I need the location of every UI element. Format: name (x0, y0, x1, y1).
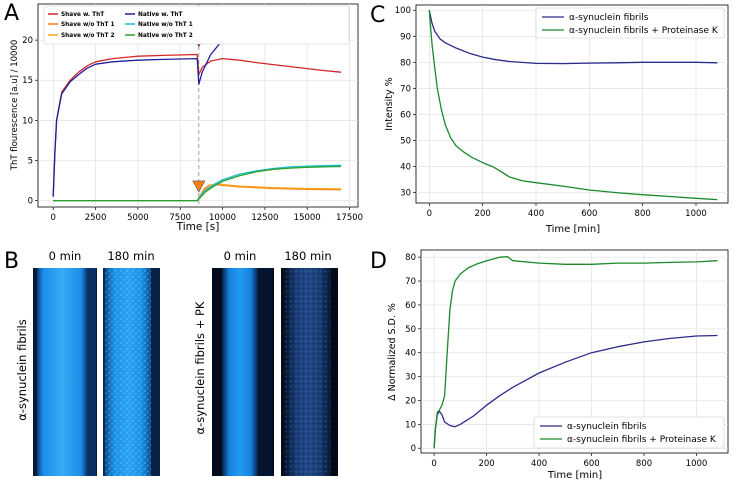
panel-d-legend-label-fibrils: α-synuclein fibrils (567, 422, 647, 432)
panel-c-ytick-label: 40 (400, 163, 411, 173)
panel-c-ytick-label: 50 (400, 136, 411, 146)
micrograph-fibrils-0min (33, 268, 97, 476)
micrograph-fibrils-180min (103, 268, 160, 476)
panel-a-legend-box (43, 5, 350, 45)
panel-d-xtick-label: 200 (478, 459, 494, 469)
panel-c-legend: α-synuclein fibrils α-synuclein fibrils … (535, 7, 725, 39)
panel-a-transfer-marker-1 (192, 180, 206, 193)
panel-b-right-side-label: α-synuclein fibrils + PK (193, 301, 207, 434)
panel-b-images: 0 min 180 min 0 min 180 min α-synuclein … (15, 249, 338, 476)
panel-c-legend-box (535, 7, 725, 39)
panel-d-ytick-label: 40 (405, 349, 416, 359)
panel-a-ytick-label: 5 (28, 156, 33, 166)
panel-b-right-title-0min: 0 min (224, 249, 257, 263)
panel-c-legend-label-fibrils: α-synuclein fibrils (569, 13, 649, 23)
panel-c-series-0 (428, 10, 718, 65)
panel-b-right-title-180min: 180 min (284, 249, 331, 263)
panel-a-xtick-label: 17500 (336, 213, 363, 223)
panel-d-ytick-label: 0 (411, 444, 416, 454)
panel-d-xtick-label: 0 (431, 459, 436, 469)
panel-d-ytick-label: 60 (405, 301, 416, 311)
panel-a-ytick-label: 0 (28, 197, 33, 207)
panel-a-ytick-label: 10 (22, 116, 33, 126)
panel-c-ytick-label: 90 (400, 32, 411, 42)
panel-d-xtick-label: 400 (531, 459, 547, 469)
panel-a-ytick-label: 15 (22, 76, 33, 86)
panel-a-xtick-label: 0 (51, 213, 56, 223)
panel-a-series-5 (53, 165, 342, 202)
legend-label-shave-no-tht-2: Shave w/o ThT 2 (61, 33, 115, 39)
panel-c-legend-label-pk: α-synuclein fibrils + Proteinase K (569, 26, 719, 36)
panel-c-chart: 0 200 400 600 800 1000 30 40 50 60 70 80 90 100 Time … (384, 4, 729, 235)
panel-c-xlabel: Time [min] (545, 224, 600, 235)
panel-d-ytick-label: 10 (405, 420, 416, 430)
panel-c-ytick-label: 100 (395, 6, 411, 16)
panel-d-legend-label-pk: α-synuclein fibrils + Proteinase K (567, 435, 717, 445)
panel-a-ytick-label: 20 (22, 36, 33, 46)
panel-d-legend: α-synuclein fibrils α-synuclein fibrils … (533, 416, 725, 449)
panel-d-xlabel: Time [min] (547, 470, 602, 481)
panel-d-ytick-label: 30 (405, 373, 416, 383)
panel-c-label: C (370, 3, 385, 28)
panel-d-legend-box (533, 416, 725, 449)
panel-a-legend: Shave w. ThT Shave w/o ThT 1 Shave w/o T… (43, 5, 350, 45)
panel-b-left-title-180min: 180 min (107, 249, 154, 263)
panel-c-series-1 (428, 10, 718, 201)
panel-a-xtick-label: 2500 (85, 213, 107, 223)
panel-d-series-1 (433, 256, 718, 449)
panel-c-xtick-label: 0 (427, 209, 432, 219)
panel-c-ytick-label: 70 (400, 84, 411, 94)
panel-c-xtick-label: 200 (475, 209, 491, 219)
panel-d-xtick-label: 1000 (686, 459, 708, 469)
panel-c-xtick-label: 400 (528, 209, 544, 219)
legend-label-native-no-tht-2: Native w/o ThT 2 (138, 33, 193, 39)
panel-a-xlabel: Time [s] (176, 221, 220, 233)
panel-a-series-0 (52, 53, 342, 197)
panel-a-xtick-label: 7500 (169, 213, 191, 223)
panel-d-ylabel: Δ Normalized S.D. % (387, 303, 398, 401)
panel-a-ylabel: ThT flourescence [a.u] / 10000 (10, 40, 20, 172)
panel-c-xtick-label: 600 (581, 209, 597, 219)
micrograph-fibrils-pk-180min (281, 268, 338, 476)
panel-d-xtick-label: 600 (583, 459, 599, 469)
panel-d-label: D (370, 249, 387, 274)
panel-d-ytick-label: 50 (405, 325, 416, 335)
panel-d-ytick-label: 80 (405, 253, 416, 263)
legend-label-shave-tht: Shave w. ThT (61, 12, 104, 18)
panel-d-chart: 0 200 400 600 800 1000 0 10 20 30 40 50 60 70 80 Time … (387, 249, 729, 481)
panel-a-xtick-label: 10000 (209, 213, 236, 223)
panel-b-left-side-label: α-synuclein fibrils (15, 319, 29, 421)
panel-d-ytick-label: 70 (405, 277, 416, 287)
panel-c-ytick-label: 30 (400, 189, 411, 199)
panel-a-chart: 0 2500 5000 7500 10000 12500 15000 17500 0 5 10 15 2… (10, 3, 363, 233)
panel-d-xtick-label: 800 (636, 459, 652, 469)
panel-a-label: A (4, 1, 19, 26)
panel-d-series-0 (433, 334, 718, 449)
panel-c-ytick-label: 60 (400, 110, 411, 120)
legend-label-shave-no-tht-1: Shave w/o ThT 1 (61, 22, 115, 28)
panel-c-ylabel: Intensity % (384, 77, 395, 130)
panel-d-ytick-label: 20 (405, 396, 416, 406)
panel-c-xtick-label: 1000 (685, 209, 707, 219)
panel-a-xtick-label: 15000 (294, 213, 321, 223)
panel-a-xtick-label: 5000 (127, 213, 149, 223)
panel-c-ytick-label: 80 (400, 58, 411, 68)
panel-a-xtick-label: 12500 (251, 213, 278, 223)
micrograph-fibrils-pk-0min (212, 268, 274, 476)
panel-b-label: B (4, 249, 19, 274)
legend-label-native-tht: Native w. ThT (138, 12, 183, 18)
panel-b-left-title-0min: 0 min (49, 249, 82, 263)
legend-label-native-no-tht-1: Native w/o ThT 1 (138, 22, 193, 28)
panel-c-xtick-label: 800 (635, 209, 651, 219)
